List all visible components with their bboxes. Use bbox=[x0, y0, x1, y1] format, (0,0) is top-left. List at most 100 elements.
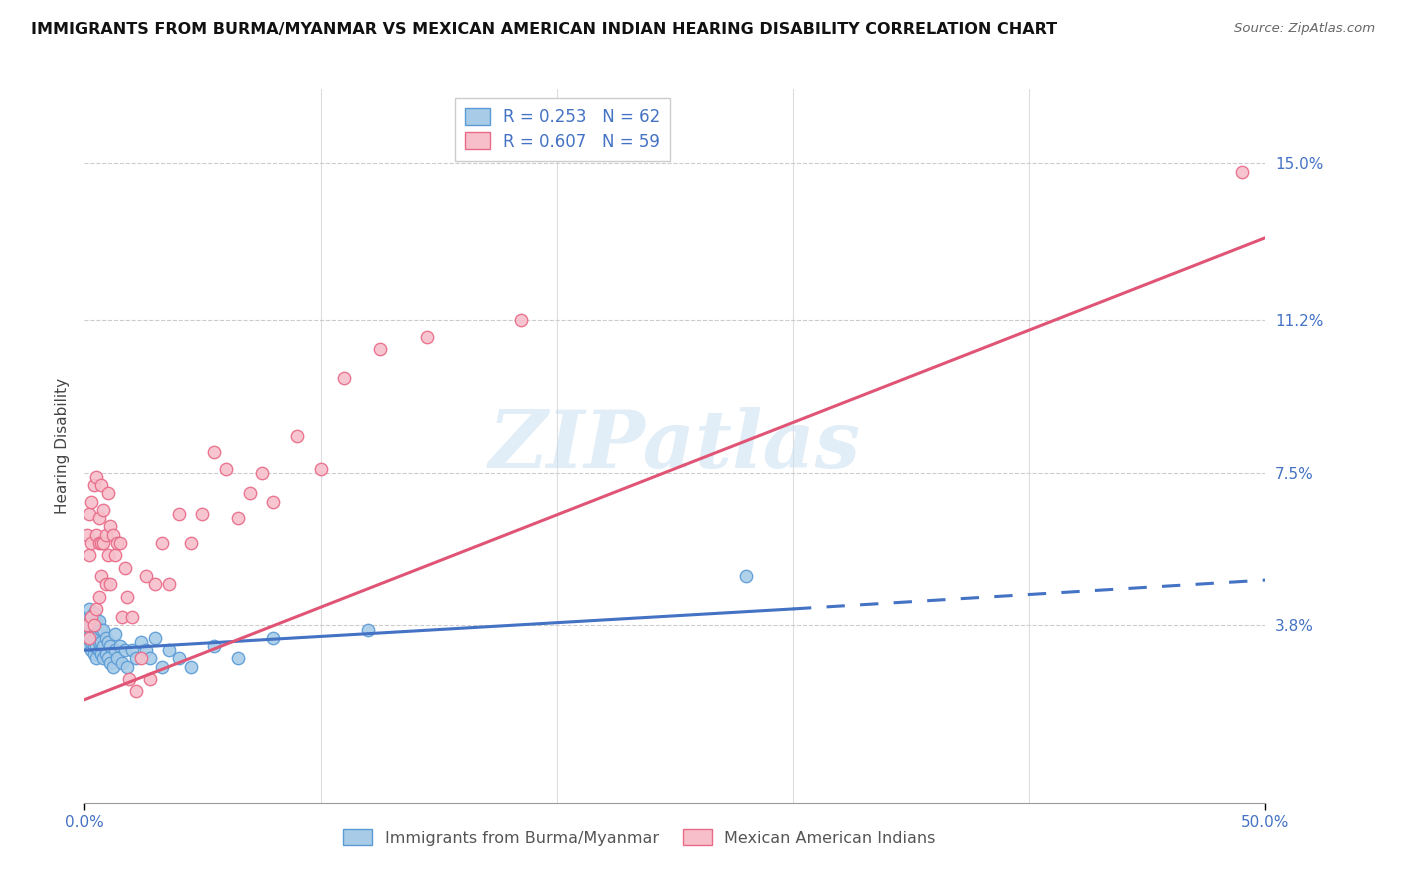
Point bbox=[76, 631, 98, 645]
Point bbox=[357, 623, 380, 637]
Point bbox=[76, 618, 98, 632]
Point bbox=[129, 651, 152, 665]
Point bbox=[107, 536, 129, 550]
Point bbox=[215, 461, 238, 475]
Point bbox=[80, 635, 103, 649]
Point bbox=[83, 639, 105, 653]
Point bbox=[97, 486, 120, 500]
Point bbox=[180, 659, 202, 673]
Point bbox=[125, 651, 148, 665]
Point bbox=[83, 478, 105, 492]
Point bbox=[90, 478, 112, 492]
Point bbox=[76, 527, 98, 541]
Point bbox=[143, 577, 166, 591]
Point bbox=[98, 656, 121, 670]
Point bbox=[285, 428, 308, 442]
Point bbox=[180, 536, 202, 550]
Point bbox=[87, 635, 110, 649]
Text: IMMIGRANTS FROM BURMA/MYANMAR VS MEXICAN AMERICAN INDIAN HEARING DISABILITY CORR: IMMIGRANTS FROM BURMA/MYANMAR VS MEXICAN… bbox=[31, 22, 1057, 37]
Point bbox=[115, 659, 138, 673]
Point bbox=[84, 651, 107, 665]
Point bbox=[90, 536, 112, 550]
Point bbox=[76, 610, 98, 624]
Point bbox=[121, 643, 143, 657]
Point bbox=[129, 635, 152, 649]
Point bbox=[114, 560, 136, 574]
Point bbox=[83, 606, 105, 620]
Point bbox=[250, 466, 273, 480]
Point bbox=[77, 602, 100, 616]
Point bbox=[94, 631, 117, 645]
Point bbox=[333, 371, 356, 385]
Point bbox=[84, 615, 107, 629]
Point bbox=[111, 610, 134, 624]
Point bbox=[77, 639, 100, 653]
Point bbox=[80, 618, 103, 632]
Point bbox=[91, 651, 114, 665]
Point bbox=[83, 631, 105, 645]
Point bbox=[91, 536, 114, 550]
Point bbox=[83, 618, 105, 632]
Point bbox=[101, 659, 124, 673]
Point bbox=[1230, 164, 1253, 178]
Point bbox=[191, 507, 214, 521]
Point bbox=[87, 643, 110, 657]
Point bbox=[77, 618, 100, 632]
Point bbox=[76, 618, 98, 632]
Point bbox=[239, 486, 262, 500]
Text: Source: ZipAtlas.com: Source: ZipAtlas.com bbox=[1234, 22, 1375, 36]
Point bbox=[135, 569, 157, 583]
Point bbox=[416, 329, 439, 343]
Point bbox=[83, 623, 105, 637]
Point bbox=[97, 651, 120, 665]
Point bbox=[262, 494, 284, 508]
Point bbox=[121, 610, 143, 624]
Point bbox=[80, 610, 103, 624]
Point bbox=[77, 631, 100, 645]
Point bbox=[77, 610, 100, 624]
Point bbox=[94, 527, 117, 541]
Point bbox=[84, 639, 107, 653]
Point bbox=[157, 577, 180, 591]
Point bbox=[90, 635, 112, 649]
Point bbox=[87, 511, 110, 525]
Point bbox=[94, 577, 117, 591]
Point bbox=[108, 639, 131, 653]
Point bbox=[510, 313, 533, 327]
Point bbox=[83, 648, 105, 662]
Point bbox=[98, 577, 121, 591]
Text: ZIPatlas: ZIPatlas bbox=[489, 408, 860, 484]
Point bbox=[104, 626, 127, 640]
Point bbox=[107, 651, 129, 665]
Point bbox=[80, 494, 103, 508]
Point bbox=[83, 615, 105, 629]
Point bbox=[157, 643, 180, 657]
Point bbox=[309, 461, 332, 475]
Point bbox=[97, 549, 120, 563]
Point bbox=[114, 643, 136, 657]
Point bbox=[150, 659, 173, 673]
Point bbox=[734, 569, 756, 583]
Point bbox=[84, 602, 107, 616]
Point bbox=[77, 507, 100, 521]
Point bbox=[80, 536, 103, 550]
Point bbox=[94, 648, 117, 662]
Point bbox=[226, 651, 249, 665]
Point bbox=[91, 623, 114, 637]
Point bbox=[101, 527, 124, 541]
Point bbox=[202, 445, 225, 459]
Point bbox=[167, 507, 190, 521]
Point bbox=[202, 639, 225, 653]
Point bbox=[77, 549, 100, 563]
Legend: Immigrants from Burma/Myanmar, Mexican American Indians: Immigrants from Burma/Myanmar, Mexican A… bbox=[337, 822, 942, 852]
Point bbox=[125, 684, 148, 698]
Point bbox=[139, 672, 162, 686]
Point bbox=[87, 626, 110, 640]
Point bbox=[150, 536, 173, 550]
Point bbox=[167, 651, 190, 665]
Point bbox=[77, 626, 100, 640]
Point bbox=[262, 631, 284, 645]
Point bbox=[98, 519, 121, 533]
Point bbox=[87, 536, 110, 550]
Point bbox=[104, 643, 127, 657]
